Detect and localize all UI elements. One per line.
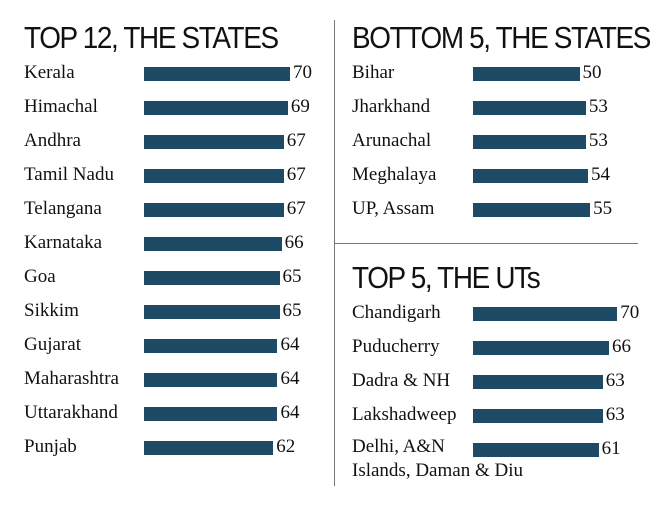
category-label: Puducherry [352, 336, 440, 357]
value-label: 53 [588, 130, 608, 151]
category-label: Bihar [352, 62, 395, 83]
value-label: 66 [284, 232, 304, 253]
bar-row: Andhra 67 [24, 126, 324, 160]
bar [144, 271, 280, 285]
value-label: 54 [591, 164, 611, 185]
category-label: Uttarakhand [24, 402, 118, 423]
bar-row: Puducherry 66 [352, 332, 642, 366]
bar-row: Uttarakhand 64 [24, 398, 324, 432]
bar [473, 135, 586, 149]
category-label: Karnataka [24, 232, 103, 253]
value-label: 67 [286, 130, 306, 151]
bar-row: Bihar 50 [352, 58, 642, 92]
bar-row: Delhi, A&N Islands, Daman & Diu 61 [352, 434, 642, 481]
value-label: 70 [292, 62, 312, 83]
chart-title: TOP 5, THE UTs [352, 260, 541, 295]
bar [144, 67, 290, 81]
bar-row: Telangana 67 [24, 194, 324, 228]
category-label: Delhi, A&N Islands, Daman & Diu [352, 435, 523, 483]
value-label: 50 [582, 62, 602, 83]
category-label-line: Islands, Daman & Diu [352, 460, 523, 481]
chart-bottom5-states: BOTTOM 5, THE STATES Bihar 50 Jharkhand 53 A… [352, 20, 651, 230]
value-label: 64 [280, 402, 300, 423]
value-label: 64 [280, 368, 300, 389]
value-label: 63 [605, 404, 625, 425]
bar [144, 305, 280, 319]
category-label: UP, Assam [352, 198, 435, 219]
bar [144, 101, 288, 115]
category-label: Chandigarh [352, 302, 441, 323]
chart-title: TOP 12, THE STATES [24, 20, 279, 55]
vertical-divider [334, 20, 335, 486]
chart-top5-uts: TOP 5, THE UTs Chandigarh 70 Puducherry 66 D… [352, 260, 642, 500]
bar [473, 409, 603, 423]
value-label: 53 [588, 96, 608, 117]
bar-row: Tamil Nadu 67 [24, 160, 324, 194]
bar-row: Punjab 62 [24, 432, 324, 466]
category-label: Himachal [24, 96, 98, 117]
bar-row: UP, Assam 55 [352, 194, 642, 228]
bar [473, 341, 609, 355]
bar [144, 373, 278, 387]
value-label: 65 [282, 266, 302, 287]
bar [473, 67, 580, 81]
bar [473, 101, 586, 115]
bar [144, 407, 278, 421]
bar-row: Meghalaya 54 [352, 160, 642, 194]
category-label: Meghalaya [352, 164, 437, 185]
bar-row: Chandigarh 70 [352, 298, 642, 332]
category-label: Goa [24, 266, 56, 287]
bar [144, 203, 284, 217]
value-label: 67 [286, 198, 306, 219]
value-label: 64 [280, 334, 300, 355]
category-label: Gujarat [24, 334, 81, 355]
bar [473, 169, 589, 183]
category-label: Telangana [24, 198, 102, 219]
bar [473, 375, 603, 389]
bar [144, 135, 284, 149]
category-label: Maharashtra [24, 368, 119, 389]
bar [144, 169, 284, 183]
category-label: Andhra [24, 130, 81, 151]
chart-title: BOTTOM 5, THE STATES [352, 20, 651, 55]
bar [473, 203, 591, 217]
value-label: 55 [593, 198, 613, 219]
bar-row: Sikkim 65 [24, 296, 324, 330]
bar-row: Karnataka 66 [24, 228, 324, 262]
bar-row: Gujarat 64 [24, 330, 324, 364]
category-label: Arunachal [352, 130, 432, 151]
bar-row: Arunachal 53 [352, 126, 642, 160]
category-label: Jharkhand [352, 96, 431, 117]
category-label: Sikkim [24, 300, 79, 321]
bar [144, 237, 282, 251]
value-label: 65 [282, 300, 302, 321]
category-label: Punjab [24, 436, 77, 457]
bar [144, 339, 278, 353]
value-label: 63 [605, 370, 625, 391]
value-label: 69 [290, 96, 310, 117]
horizontal-divider [334, 243, 638, 244]
bar-row: Maharashtra 64 [24, 364, 324, 398]
category-label: Lakshadweep [352, 404, 457, 425]
bar-row: Lakshadweep 63 [352, 400, 642, 434]
category-label: Tamil Nadu [24, 164, 114, 185]
bar-row: Goa 65 [24, 262, 324, 296]
category-label: Kerala [24, 62, 75, 83]
value-label: 62 [276, 436, 296, 457]
bar-row: Kerala 70 [24, 58, 324, 92]
value-label: 70 [620, 302, 640, 323]
bar [473, 307, 618, 321]
value-label: 61 [601, 438, 621, 459]
bar [473, 443, 599, 457]
bar [144, 441, 274, 455]
value-label: 67 [286, 164, 306, 185]
bar-row: Dadra & NH 63 [352, 366, 642, 400]
value-label: 66 [611, 336, 631, 357]
bar-row: Himachal 69 [24, 92, 324, 126]
bar-row: Jharkhand 53 [352, 92, 642, 126]
chart-top12-states: TOP 12, THE STATES Kerala 70 Himachal 69 And… [24, 20, 324, 470]
category-label-line: Delhi, A&N [352, 436, 445, 457]
category-label: Dadra & NH [352, 370, 451, 391]
